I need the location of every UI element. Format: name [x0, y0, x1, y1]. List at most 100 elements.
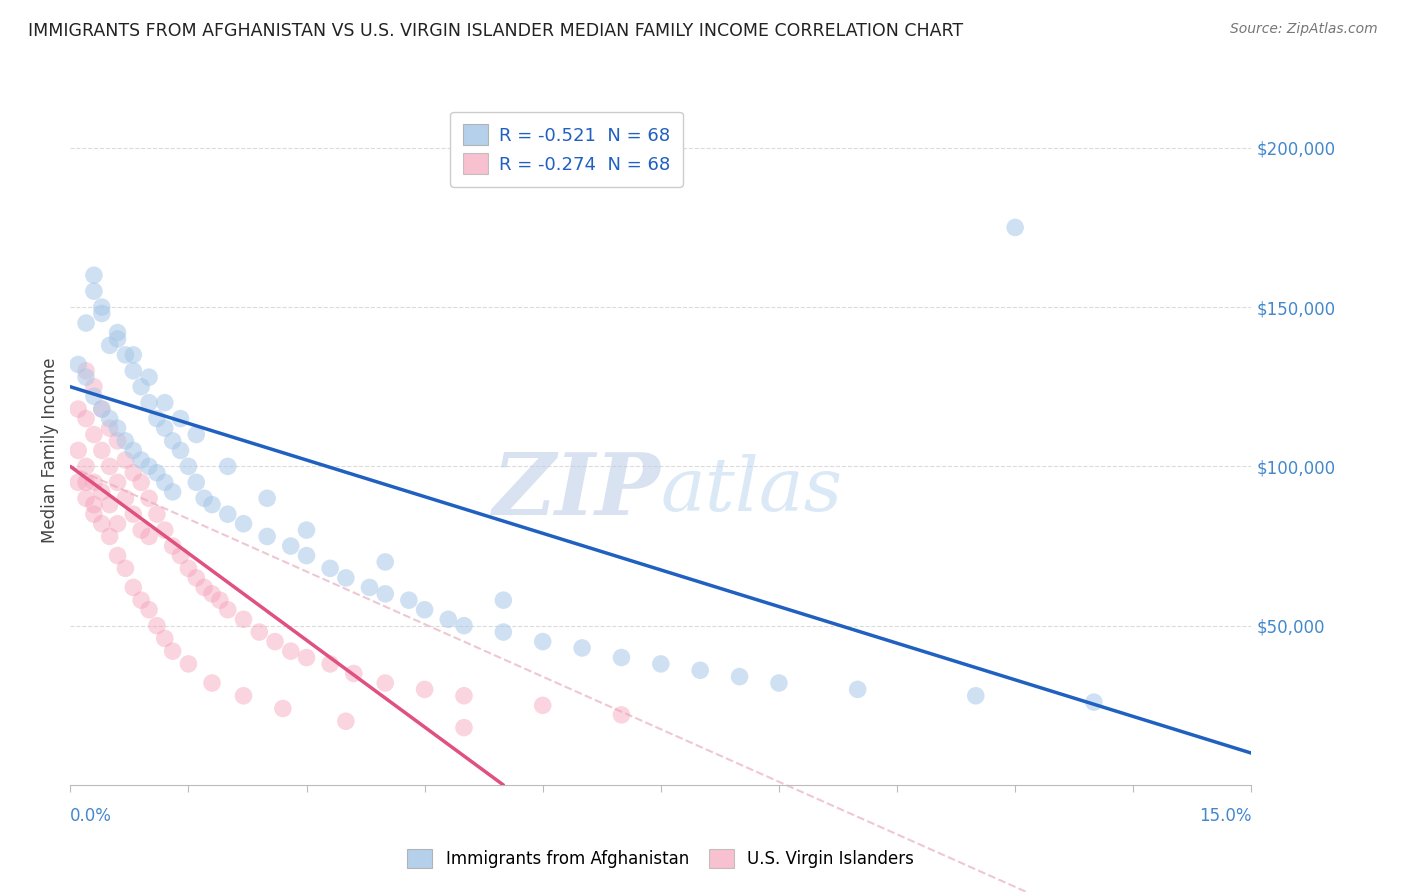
Point	[90, 516, 112, 531]
Point	[90, 402, 112, 417]
Point	[107, 332, 129, 346]
Text: atlas: atlas	[661, 454, 844, 527]
Point	[146, 466, 169, 480]
Point	[186, 571, 208, 585]
Point	[453, 689, 475, 703]
Point	[98, 421, 121, 435]
Point	[768, 676, 790, 690]
Point	[193, 491, 215, 506]
Point	[169, 549, 191, 563]
Text: 15.0%: 15.0%	[1199, 807, 1251, 825]
Y-axis label: Median Family Income: Median Family Income	[41, 358, 59, 543]
Point	[83, 507, 105, 521]
Point	[90, 402, 112, 417]
Point	[610, 650, 633, 665]
Point	[650, 657, 672, 671]
Point	[114, 491, 136, 506]
Point	[138, 370, 160, 384]
Point	[271, 701, 294, 715]
Point	[186, 427, 208, 442]
Point	[114, 434, 136, 448]
Point	[846, 682, 869, 697]
Point	[138, 491, 160, 506]
Point	[122, 348, 145, 362]
Point	[177, 657, 200, 671]
Point	[75, 459, 97, 474]
Point	[1083, 695, 1105, 709]
Point	[122, 507, 145, 521]
Point	[129, 475, 152, 490]
Point	[83, 284, 105, 298]
Point	[153, 395, 176, 409]
Point	[1004, 220, 1026, 235]
Point	[98, 411, 121, 425]
Point	[122, 443, 145, 458]
Point	[256, 491, 278, 506]
Point	[129, 523, 152, 537]
Point	[217, 507, 239, 521]
Point	[437, 612, 460, 626]
Point	[343, 666, 366, 681]
Point	[138, 529, 160, 543]
Point	[90, 300, 112, 314]
Point	[217, 603, 239, 617]
Point	[75, 475, 97, 490]
Point	[162, 644, 184, 658]
Point	[138, 603, 160, 617]
Point	[413, 682, 436, 697]
Point	[374, 676, 396, 690]
Point	[83, 498, 105, 512]
Point	[201, 587, 224, 601]
Point	[75, 364, 97, 378]
Point	[162, 484, 184, 499]
Point	[122, 581, 145, 595]
Point	[965, 689, 987, 703]
Point	[153, 632, 176, 646]
Point	[98, 459, 121, 474]
Point	[319, 561, 342, 575]
Point	[114, 453, 136, 467]
Point	[107, 434, 129, 448]
Point	[83, 389, 105, 403]
Point	[232, 689, 254, 703]
Point	[728, 670, 751, 684]
Point	[398, 593, 420, 607]
Point	[689, 663, 711, 677]
Point	[492, 625, 515, 640]
Point	[107, 516, 129, 531]
Point	[153, 475, 176, 490]
Point	[413, 603, 436, 617]
Point	[146, 507, 169, 521]
Point	[98, 498, 121, 512]
Point	[107, 549, 129, 563]
Text: Source: ZipAtlas.com: Source: ZipAtlas.com	[1230, 22, 1378, 37]
Point	[610, 707, 633, 722]
Text: IMMIGRANTS FROM AFGHANISTAN VS U.S. VIRGIN ISLANDER MEDIAN FAMILY INCOME CORRELA: IMMIGRANTS FROM AFGHANISTAN VS U.S. VIRG…	[28, 22, 963, 40]
Point	[232, 612, 254, 626]
Point	[153, 523, 176, 537]
Point	[374, 587, 396, 601]
Point	[98, 338, 121, 352]
Point	[83, 380, 105, 394]
Point	[335, 714, 357, 729]
Point	[138, 459, 160, 474]
Point	[162, 539, 184, 553]
Point	[571, 640, 593, 655]
Point	[264, 634, 287, 648]
Point	[90, 306, 112, 320]
Point	[169, 443, 191, 458]
Legend: R = -0.521  N = 68, R = -0.274  N = 68: R = -0.521 N = 68, R = -0.274 N = 68	[450, 112, 683, 186]
Point	[114, 348, 136, 362]
Point	[201, 676, 224, 690]
Point	[90, 484, 112, 499]
Point	[107, 421, 129, 435]
Point	[153, 421, 176, 435]
Point	[67, 475, 90, 490]
Point	[256, 529, 278, 543]
Point	[280, 539, 302, 553]
Point	[75, 411, 97, 425]
Point	[122, 466, 145, 480]
Point	[193, 581, 215, 595]
Point	[90, 443, 112, 458]
Text: ZIP: ZIP	[494, 449, 661, 533]
